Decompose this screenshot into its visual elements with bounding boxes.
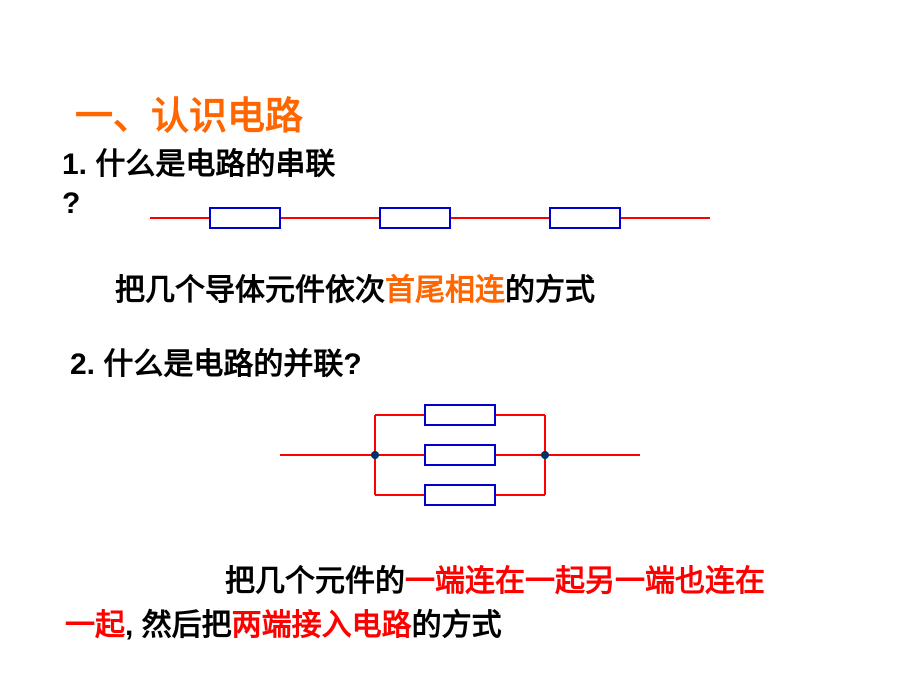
ans2-hl1: 一端连在一起另一端也连在 [405,565,765,598]
ans1-highlight: 首尾相连 [385,274,505,307]
q1-line2: ? [62,187,80,220]
ans2-hl3: 两端接入电路 [232,609,412,642]
ans2-post: 的方式 [412,609,502,642]
answer-1: 把几个导体元件依次首尾相连的方式 [115,265,595,309]
parallel-circuit-diagram [280,400,640,510]
ans2-pre1: 把几个元件的 [225,565,405,598]
ans2-hl2: 一起 [65,609,125,642]
series-circuit-diagram [150,203,710,233]
q1-line1: 1. 什么是电路的串联 [62,148,335,181]
section-title: 一、认识电路 [75,85,303,140]
ans1-pre: 把几个导体元件依次 [115,274,385,307]
question-2: 2. 什么是电路的并联? [70,345,362,384]
answer-2: 把几个元件的一端连在一起另一端也连在一起, 然后把两端接入电路的方式 [65,560,885,647]
ans2-mid: , 然后把 [125,609,232,642]
ans1-post: 的方式 [505,274,595,307]
